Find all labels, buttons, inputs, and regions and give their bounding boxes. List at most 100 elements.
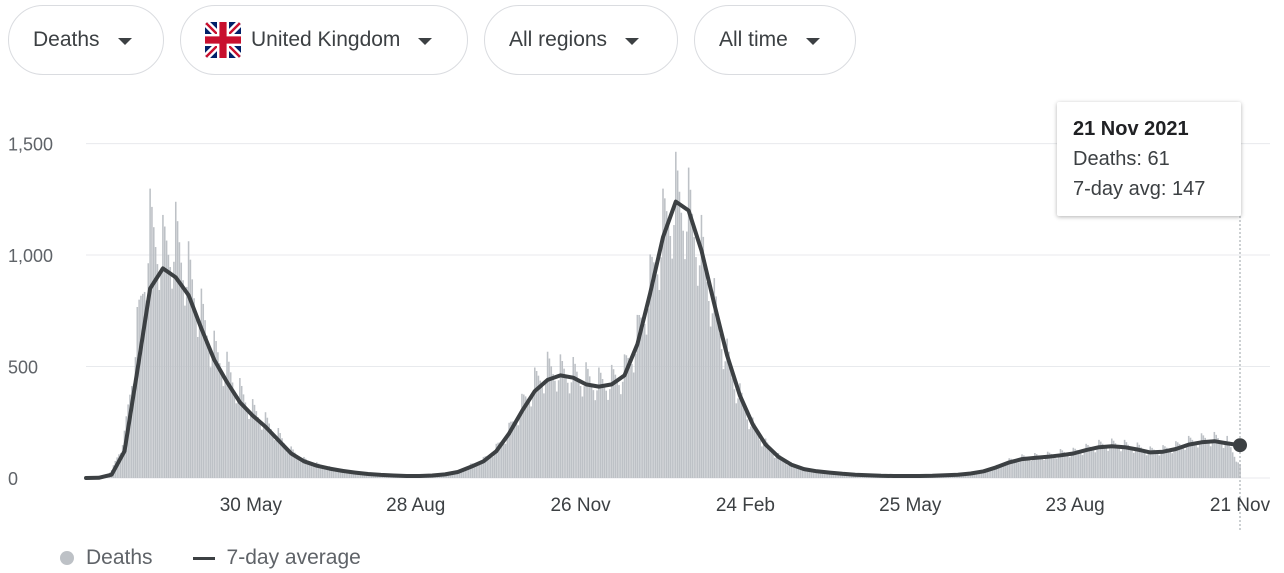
- deaths-bar: [189, 259, 192, 478]
- deaths-bar: [806, 469, 809, 478]
- deaths-bar: [523, 394, 525, 478]
- deaths-bar: [772, 453, 774, 478]
- deaths-bar: [310, 463, 313, 478]
- deaths-bar: [490, 455, 492, 478]
- deaths-bar: [834, 473, 836, 478]
- deaths-bar: [1028, 458, 1031, 478]
- deaths-bar: [121, 445, 124, 478]
- deaths-bar: [163, 226, 166, 478]
- deaths-bar: [1239, 464, 1241, 478]
- deaths-bar: [632, 372, 635, 478]
- deaths-bar: [270, 429, 272, 478]
- deaths-bar: [1111, 438, 1113, 478]
- deaths-bar: [451, 472, 454, 478]
- deaths-bar: [283, 443, 285, 478]
- deaths-bar: [468, 467, 470, 478]
- deaths-bar: [250, 413, 252, 478]
- deaths-bar: [477, 463, 479, 478]
- time-range-dropdown[interactable]: All time: [694, 5, 856, 75]
- deaths-bar: [308, 462, 311, 478]
- deaths-bar: [1213, 431, 1216, 478]
- deaths-bar: [288, 451, 291, 478]
- uk-flag-icon: [205, 22, 241, 58]
- deaths-bar: [980, 472, 983, 478]
- deaths-bar: [761, 446, 763, 478]
- deaths-bar: [321, 466, 324, 478]
- deaths-bar: [535, 370, 538, 478]
- deaths-bar: [665, 211, 668, 478]
- deaths-bar: [753, 423, 756, 478]
- deaths-bar: [206, 335, 208, 478]
- deaths-bar: [713, 278, 716, 478]
- deaths-bar: [499, 442, 501, 478]
- deaths-bar: [1151, 447, 1153, 478]
- deaths-bar: [330, 467, 333, 478]
- deaths-bar: [768, 446, 771, 478]
- deaths-bar: [1142, 449, 1144, 478]
- deaths-bar: [224, 376, 226, 478]
- deaths-bar: [555, 391, 558, 478]
- deaths-bar: [524, 396, 527, 478]
- deaths-bar: [631, 364, 633, 478]
- deaths-bar: [151, 206, 153, 478]
- metric-dropdown[interactable]: Deaths: [8, 5, 164, 75]
- x-tick-label: 28 Aug: [386, 495, 445, 516]
- region-dropdown[interactable]: All regions: [484, 5, 678, 75]
- x-tick-label: 21 Nov: [1210, 495, 1271, 516]
- deaths-bar: [995, 464, 998, 478]
- deaths-bar: [471, 463, 474, 478]
- deaths-bar: [365, 473, 368, 478]
- deaths-bar: [1002, 464, 1005, 478]
- deaths-bar: [195, 314, 197, 478]
- deaths-bar: [1109, 447, 1111, 478]
- deaths-bar: [638, 314, 640, 478]
- deaths-bar: [706, 281, 708, 478]
- deaths-bar: [240, 385, 243, 478]
- deaths-bar: [993, 468, 996, 478]
- deaths-bar: [797, 468, 800, 478]
- deaths-bar: [643, 323, 646, 478]
- deaths-bar: [154, 247, 157, 478]
- deaths-bar: [1182, 446, 1184, 478]
- deaths-bar: [1076, 450, 1078, 478]
- deaths-bar: [217, 352, 219, 478]
- deaths-bar: [348, 471, 351, 478]
- deaths-bar: [140, 295, 142, 478]
- deaths-bar: [1057, 455, 1060, 478]
- chevron-down-icon: [117, 37, 132, 45]
- deaths-bar: [731, 378, 734, 478]
- deaths-bar: [464, 468, 466, 478]
- deaths-bar: [986, 469, 988, 478]
- deaths-bar: [1098, 439, 1100, 478]
- deaths-bar: [755, 429, 758, 478]
- deaths-bar: [1013, 460, 1016, 478]
- deaths-bar: [653, 262, 655, 478]
- deaths-bar: [1024, 456, 1027, 478]
- deaths-bar: [530, 406, 532, 478]
- deaths-bar: [1072, 447, 1075, 478]
- deaths-bar: [693, 237, 695, 478]
- deaths-bar: [669, 235, 672, 478]
- time-range-dropdown-label: All time: [719, 28, 788, 51]
- deaths-bar: [991, 469, 994, 478]
- deaths-bar: [702, 236, 705, 478]
- deaths-bar: [546, 351, 549, 478]
- deaths-bar: [728, 351, 730, 478]
- deaths-bar: [488, 455, 490, 478]
- x-tick-label: 24 Feb: [716, 495, 775, 516]
- deaths-bar: [1217, 438, 1219, 478]
- country-dropdown[interactable]: United Kingdom: [180, 5, 468, 75]
- deaths-bar: [279, 433, 281, 478]
- deaths-bar: [257, 417, 259, 478]
- deaths-bar: [220, 372, 223, 478]
- deaths-bar: [244, 402, 247, 478]
- deaths-bar: [1215, 434, 1217, 478]
- deaths-bar: [1132, 452, 1135, 478]
- deaths-bar: [262, 424, 265, 478]
- y-tick-label: 500: [8, 358, 38, 378]
- deaths-bar: [1165, 447, 1168, 478]
- deaths-bar: [173, 261, 175, 478]
- deaths-bar: [292, 449, 294, 478]
- deaths-bar: [821, 471, 824, 478]
